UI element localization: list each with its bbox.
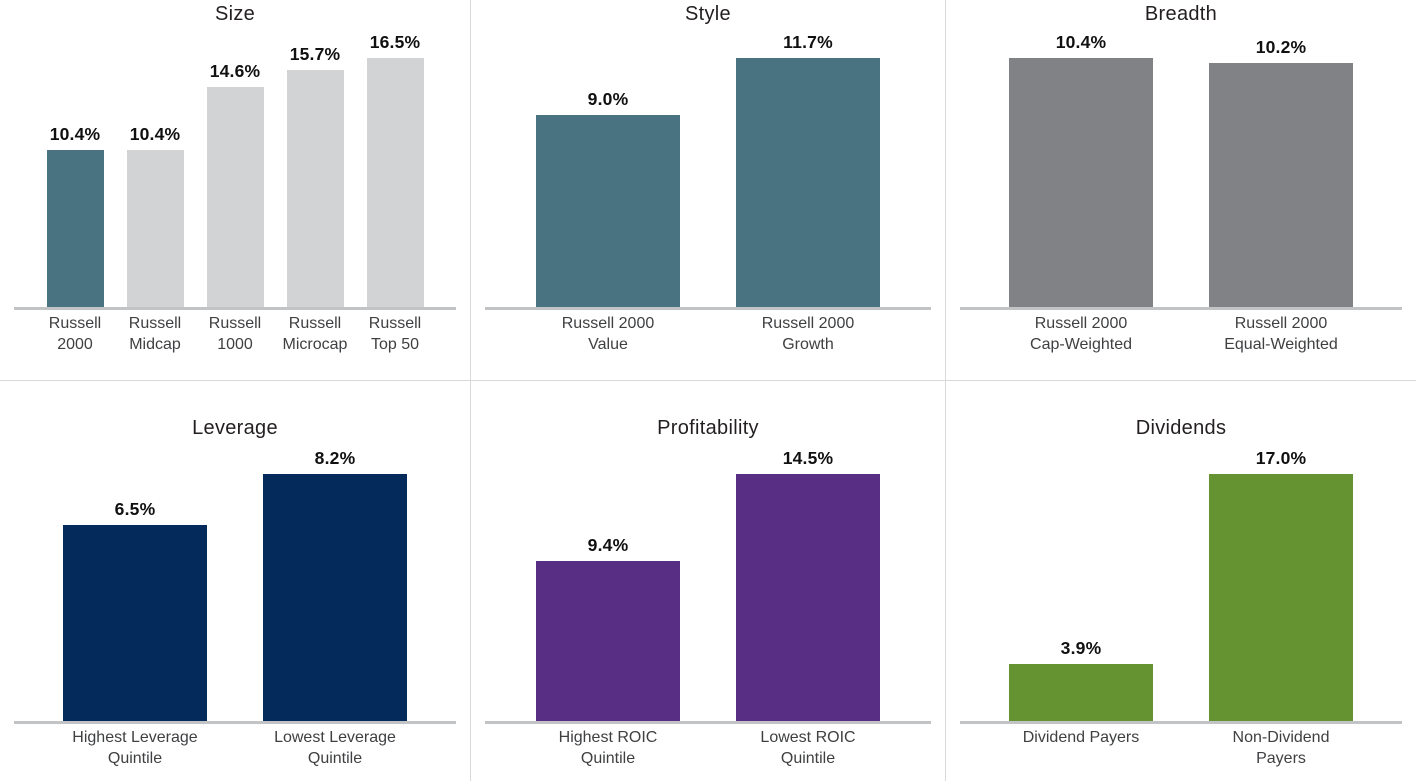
- chart-panel-style: Style 9.0% Russell 2000 Value 11.7% Russell…: [471, 0, 946, 381]
- bar-category-label: Russell Microcap: [282, 315, 348, 353]
- bar: [286, 70, 344, 307]
- x-axis-line: [485, 307, 931, 310]
- chart-title-style: Style: [685, 3, 731, 25]
- bar-column: 10.2% Russell 2000 Equal-Weighted: [1209, 37, 1353, 353]
- x-axis-line: [14, 307, 456, 310]
- bar-column: 9.0% Russell 2000 Value: [536, 89, 680, 353]
- bar: [736, 474, 880, 721]
- chart-title-dividends: Dividends: [1135, 417, 1227, 439]
- bar-value-label: 9.4%: [587, 535, 629, 555]
- bar: [366, 58, 424, 307]
- bar: [1009, 664, 1153, 721]
- bar-column: 17.0% Non-Dividend Payers: [1209, 448, 1353, 767]
- bar-category-label: Russell 2000: [48, 315, 102, 353]
- chart-title-size: Size: [214, 3, 256, 25]
- bar-value-label: 15.7%: [289, 44, 341, 64]
- bar-category-label: Russell 2000 Cap-Weighted: [1030, 315, 1132, 353]
- bar-column: 14.6% Russell 1000: [206, 61, 264, 353]
- bar-value-label: 10.4%: [49, 124, 101, 144]
- bar-category-label: Highest Leverage Quintile: [72, 729, 198, 767]
- plot-area-breadth: 10.4% Russell 2000 Cap-Weighted 10.2% Russe…: [946, 32, 1416, 353]
- bar-value-label: 14.5%: [782, 448, 834, 468]
- plot-area-dividends: 3.9% Dividend Payers 17.0% Non-Dividend Pay…: [946, 448, 1416, 767]
- bar-category-label: Lowest Leverage Quintile: [274, 729, 396, 767]
- bar-value-label: 9.0%: [587, 89, 629, 109]
- bar-value-label: 3.9%: [1060, 638, 1102, 658]
- plot-area-leverage: 6.5% Highest Leverage Quintile 8.2% Lowest …: [0, 448, 470, 767]
- bar-category-label: Russell 1000: [208, 315, 262, 353]
- bar: [46, 150, 104, 307]
- bar-category-label: Non-Dividend Payers: [1232, 729, 1330, 767]
- bar-value-label: 16.5%: [369, 32, 421, 52]
- bar-column: 9.4% Highest ROIC Quintile: [536, 535, 680, 767]
- bar-value-label: 6.5%: [114, 499, 156, 519]
- bar-column: 10.4% Russell Midcap: [126, 124, 184, 353]
- chart-title-profitability: Profitability: [657, 417, 759, 439]
- bar-column: 16.5% Russell Top 50: [366, 32, 424, 353]
- chart-panel-size: Size 10.4% Russell 2000 10.4% Russell Midca…: [0, 0, 471, 381]
- bar: [1009, 58, 1153, 307]
- bar-column: 3.9% Dividend Payers: [1009, 638, 1153, 746]
- bar-column: 10.4% Russell 2000 Cap-Weighted: [1009, 32, 1153, 353]
- bar-column: 8.2% Lowest Leverage Quintile: [263, 448, 407, 767]
- bar: [1209, 474, 1353, 721]
- bar-column: 10.4% Russell 2000: [46, 124, 104, 353]
- bar: [536, 115, 680, 307]
- bar-category-label: Lowest ROIC Quintile: [760, 729, 856, 767]
- x-axis-line: [485, 721, 931, 724]
- bar-category-label: Highest ROIC Quintile: [558, 729, 658, 767]
- bar: [1209, 63, 1353, 307]
- bar-value-label: 17.0%: [1255, 448, 1307, 468]
- bar-column: 15.7% Russell Microcap: [283, 44, 348, 353]
- bar: [263, 474, 407, 721]
- bar-value-label: 10.4%: [1055, 32, 1107, 52]
- bar-column: 11.7% Russell 2000 Growth: [736, 32, 880, 353]
- x-axis-line: [960, 721, 1402, 724]
- bar-category-label: Russell 2000 Growth: [761, 315, 855, 353]
- bar: [126, 150, 184, 307]
- bar: [736, 58, 880, 307]
- x-axis-line: [960, 307, 1402, 310]
- bar-column: 14.5% Lowest ROIC Quintile: [736, 448, 880, 767]
- bar-value-label: 8.2%: [314, 448, 356, 468]
- bar: [206, 87, 264, 307]
- bar: [536, 561, 680, 721]
- plot-area-size: 10.4% Russell 2000 10.4% Russell Midcap 14.6…: [0, 32, 470, 353]
- chart-panel-leverage: Leverage 6.5% Highest Leverage Quintile 8.…: [0, 381, 471, 781]
- bar-category-label: Russell 2000 Equal-Weighted: [1224, 315, 1338, 353]
- chart-title-breadth: Breadth: [1144, 3, 1218, 25]
- bar-value-label: 10.4%: [129, 124, 181, 144]
- bar-category-label: Russell 2000 Value: [561, 315, 655, 353]
- bar-category-label: Dividend Payers: [1022, 729, 1140, 746]
- bar: [63, 525, 207, 721]
- plot-area-profitability: 9.4% Highest ROIC Quintile 14.5% Lowest ROI…: [471, 448, 945, 767]
- chart-title-leverage: Leverage: [192, 417, 278, 439]
- chart-panel-breadth: Breadth 10.4% Russell 2000 Cap-Weighted 10…: [946, 0, 1416, 381]
- bar-value-label: 11.7%: [783, 32, 833, 52]
- chart-panel-dividends: Dividends 3.9% Dividend Payers 17.0% Non-Di…: [946, 381, 1416, 781]
- plot-area-style: 9.0% Russell 2000 Value 11.7% Russell 2000 …: [471, 32, 945, 353]
- x-axis-line: [14, 721, 456, 724]
- bar-category-label: Russell Midcap: [128, 315, 182, 353]
- bar-value-label: 10.2%: [1255, 37, 1307, 57]
- chart-panel-profitability: Profitability 9.4% Highest ROIC Quintile 1…: [471, 381, 946, 781]
- bar-value-label: 14.6%: [209, 61, 261, 81]
- bar-category-label: Russell Top 50: [368, 315, 422, 353]
- bar-column: 6.5% Highest Leverage Quintile: [63, 499, 207, 767]
